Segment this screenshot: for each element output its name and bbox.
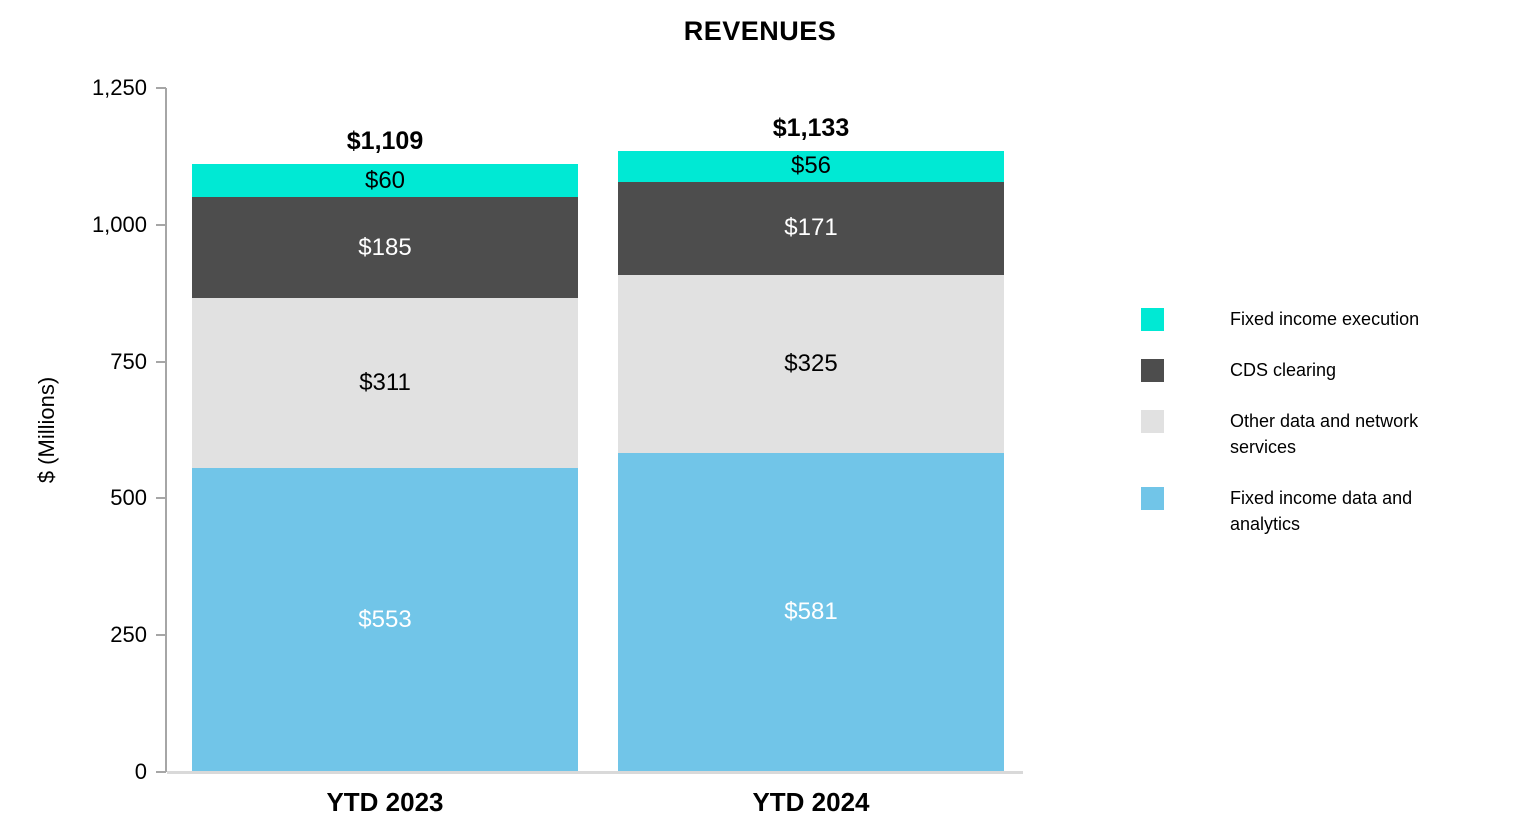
x-axis-category-label: YTD 2024 [752,787,870,817]
bar-total-label: $1,109 [346,127,424,156]
y-axis-title: $ (Millions) [34,376,59,484]
legend-swatch [1141,410,1164,433]
bar-segment-fixed-income-data-and-analytics: $553 [192,468,578,771]
legend-item: Fixed income execution [1141,306,1475,332]
bar-segment-other-data-and-network-services: $325 [618,275,1004,454]
segment-value-label: $60 [364,166,406,194]
segment-value-label: $311 [359,369,411,397]
y-tick-label: 250 [110,622,147,648]
legend-label: Other data and network services [1230,411,1419,457]
legend-item: CDS clearing [1141,357,1475,383]
y-tick-label: 0 [134,759,147,784]
y-tick-mark [156,223,166,226]
y-tick-label: 750 [110,348,147,374]
chart-title: REVENUES [683,16,837,46]
plot-area: 0 250 500 750 1,000 1,250 $553 $311 $185 $60 $1,10… [92,75,1023,817]
segment-value-label: $553 [358,605,412,633]
y-tick-label: 500 [110,485,147,511]
legend-swatch [1141,359,1164,382]
segment-value-label: $185 [358,233,412,261]
legend: Fixed income execution CDS clearing Other … [1141,306,1475,537]
legend-item: Other data and network services [1141,408,1475,460]
legend-item: Fixed income data and analytics [1141,485,1475,537]
y-tick-mark [156,771,166,773]
y-tick-mark [156,634,166,637]
legend-swatch [1141,487,1164,510]
legend-label: Fixed income execution [1230,309,1420,329]
y-tick-label: 1,000 [91,211,147,237]
bar-segment-cds-clearing: $185 [192,197,578,299]
segment-value-label: $581 [784,598,838,626]
segment-value-label: $56 [790,152,832,180]
legend-label: CDS clearing [1230,360,1337,380]
bar-segment-other-data-and-network-services: $311 [192,298,578,469]
y-tick-mark [156,360,166,363]
x-axis-baseline [167,771,1023,774]
y-tick-label: 1,250 [91,75,147,100]
bar-total-label: $1,133 [772,114,850,143]
segment-value-label: $171 [784,214,838,242]
segment-value-label: $325 [784,350,838,378]
bar-segment-fixed-income-execution: $56 [618,151,1004,182]
bar-segment-fixed-income-data-and-analytics: $581 [618,453,1004,771]
legend-swatch [1141,308,1164,331]
legend-label: Fixed income data and analytics [1230,488,1413,534]
y-tick-mark [156,497,166,500]
bar-segment-cds-clearing: $171 [618,181,1004,276]
y-tick-mark [156,87,166,89]
x-axis-category-label: YTD 2023 [326,787,444,817]
bar-segment-fixed-income-execution: $60 [192,164,578,197]
